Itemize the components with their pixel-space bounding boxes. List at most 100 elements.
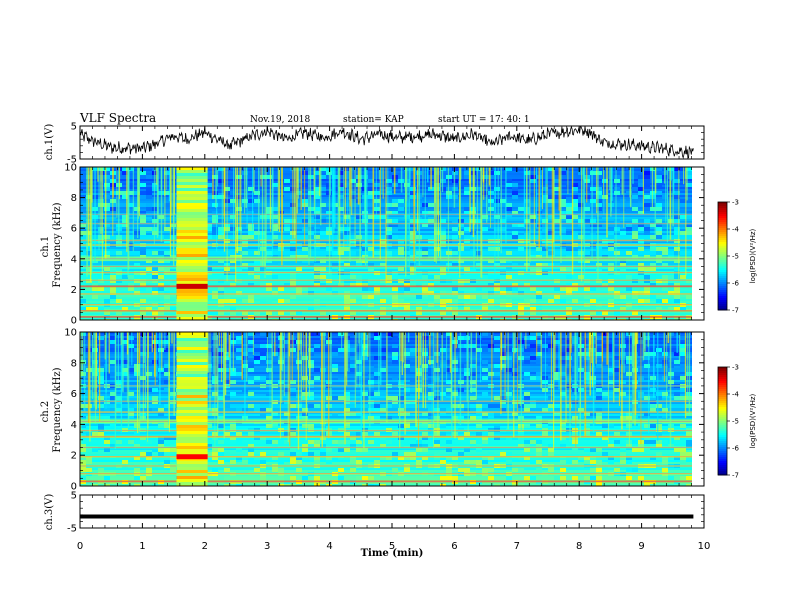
colorbar-step: [718, 280, 727, 283]
spec-burst-cell: [176, 263, 208, 266]
spec-burst-cell: [176, 410, 208, 413]
spec-cell: [590, 468, 596, 472]
spec-band-line: [80, 385, 692, 387]
spec-burst-cell: [176, 212, 208, 215]
spec-cell: [584, 219, 590, 223]
spec-cell: [596, 279, 602, 283]
spec-band-line: [80, 293, 692, 295]
spec-cell: [278, 299, 284, 303]
spec-cell: [344, 424, 350, 428]
spec-cell: [590, 311, 596, 315]
spec-streak: [494, 167, 496, 213]
spec-cell: [386, 223, 392, 227]
spec-streak: [429, 332, 431, 366]
spec-streak: [636, 332, 639, 344]
spec-streak: [121, 332, 123, 392]
spec-cell: [104, 311, 110, 315]
spec-cell: [488, 247, 494, 251]
spec-cell: [644, 171, 650, 175]
spec-cell: [596, 311, 602, 315]
spec-cell: [248, 279, 254, 283]
spec-cell: [158, 340, 164, 344]
spec-row: [80, 382, 692, 384]
spec-cell: [656, 251, 662, 255]
spec-cell: [350, 195, 356, 199]
spec-cell: [374, 432, 380, 436]
spec-cell: [674, 267, 680, 271]
colorbar-step: [718, 465, 727, 468]
spec-cell: [422, 432, 428, 436]
spec-cell: [536, 360, 542, 364]
spec-cell: [218, 332, 224, 336]
spec-streak: [95, 332, 97, 410]
spec-cell: [338, 247, 344, 251]
spec-cell: [404, 456, 410, 460]
y-tick-label: -5: [67, 524, 77, 535]
spec-cell: [248, 452, 254, 456]
spec-cell: [686, 444, 692, 448]
spec-cell: [482, 392, 488, 396]
spec-cell: [362, 352, 368, 356]
spec-cell: [614, 219, 620, 223]
spec-cell: [140, 171, 146, 175]
spec-cell: [164, 299, 170, 303]
spec-cell: [404, 348, 410, 352]
spec-cell: [536, 448, 542, 452]
spec-cell: [272, 440, 278, 444]
spec-cell: [356, 372, 362, 376]
spec-cell: [476, 412, 482, 416]
spec-cell: [506, 299, 512, 303]
spec-cell: [266, 360, 272, 364]
spec-cell: [206, 444, 212, 448]
spec-cell: [392, 307, 398, 311]
spec-burst-cell: [176, 224, 208, 227]
spec-cell: [314, 211, 320, 215]
spec-streak: [653, 332, 655, 398]
spec-cell: [416, 295, 422, 299]
spec-cell: [140, 247, 146, 251]
spec-cell: [248, 223, 254, 227]
spec-streak: [98, 167, 100, 251]
spec-cell: [206, 235, 212, 239]
spec-cell: [494, 187, 500, 191]
spec-cell: [428, 275, 434, 279]
spec-cell: [494, 436, 500, 440]
spec-cell: [254, 360, 260, 364]
spec-cell: [368, 219, 374, 223]
spec-cell: [548, 404, 554, 408]
spec-cell: [248, 275, 254, 279]
spec-streak: [264, 167, 266, 279]
spec-cell: [650, 295, 656, 299]
spec-cell: [464, 247, 470, 251]
spec-cell: [470, 380, 476, 384]
spec-cell: [338, 183, 344, 187]
spec-cell: [170, 468, 176, 472]
spec-cell: [248, 263, 254, 267]
spec-cell: [650, 404, 656, 408]
spec-cell: [536, 263, 542, 267]
spec-cell: [566, 364, 572, 368]
spec-cell: [332, 263, 338, 267]
spec-cell: [644, 279, 650, 283]
spec-cell: [116, 408, 122, 412]
spec-cell: [224, 344, 230, 348]
spec-cell: [626, 275, 632, 279]
spec-streak: [593, 332, 595, 368]
spec-cell: [602, 279, 608, 283]
spec-cell: [656, 203, 662, 207]
spec-cell: [566, 183, 572, 187]
spec-cell: [608, 227, 614, 231]
spec-cell: [386, 203, 392, 207]
colorbar-step: [718, 397, 727, 400]
spec-cell: [680, 476, 686, 480]
spec-cell: [350, 299, 356, 303]
spec-cell: [590, 460, 596, 464]
spec-cell: [608, 376, 614, 380]
spec-cell: [212, 191, 218, 195]
spec-cell: [686, 215, 692, 219]
spec-cell: [572, 199, 578, 203]
spec-cell: [128, 183, 134, 187]
spec-cell: [260, 356, 266, 360]
spec-streak: [334, 167, 336, 228]
spec-cell: [470, 416, 476, 420]
